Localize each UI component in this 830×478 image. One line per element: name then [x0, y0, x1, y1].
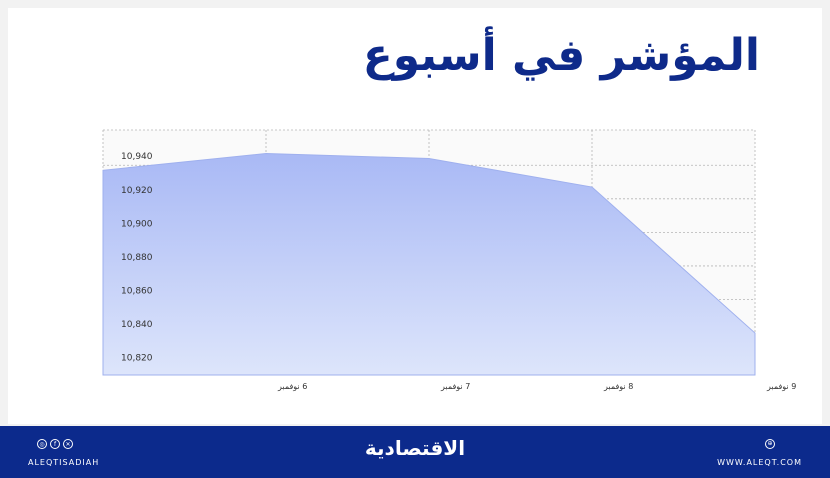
area-chart: 10,820 10,840 10,860 10,880 10,900 10,920 10,9… [102, 129, 796, 391]
y-tick-label: 10,900 [121, 219, 153, 229]
x-tick-label: 7 نوفمبر [440, 382, 470, 391]
footer-bar: ◎ f ✕ ALEQTISADIAH الاقتصادية ⊕ WWW.ALEQ… [0, 426, 830, 478]
y-tick-label: 10,860 [121, 286, 153, 296]
x-tick-label: 6 نوفمبر [277, 382, 307, 391]
brand-logo: الاقتصادية [364, 436, 466, 460]
x-icon[interactable]: ✕ [63, 439, 73, 449]
website-link[interactable]: WWW.ALEQT.COM [717, 458, 802, 467]
y-tick-label: 10,940 [121, 152, 153, 162]
chart-title: المؤشر في أسبوع [362, 30, 760, 81]
facebook-icon[interactable]: f [50, 439, 60, 449]
y-tick-label: 10,920 [121, 186, 153, 196]
x-tick-label: 8 نوفمبر [603, 382, 633, 391]
social-handle: ALEQTISADIAH [28, 458, 100, 467]
y-tick-label: 10,820 [121, 354, 153, 364]
instagram-icon[interactable]: ◎ [37, 439, 47, 449]
area-series [102, 152, 756, 376]
social-icons: ◎ f ✕ [37, 439, 73, 449]
y-tick-label: 10,840 [121, 320, 153, 330]
globe-icon: ⊕ [765, 439, 775, 449]
y-tick-label: 10,880 [121, 253, 153, 263]
x-tick-label: 9 نوفمبر [766, 382, 796, 391]
